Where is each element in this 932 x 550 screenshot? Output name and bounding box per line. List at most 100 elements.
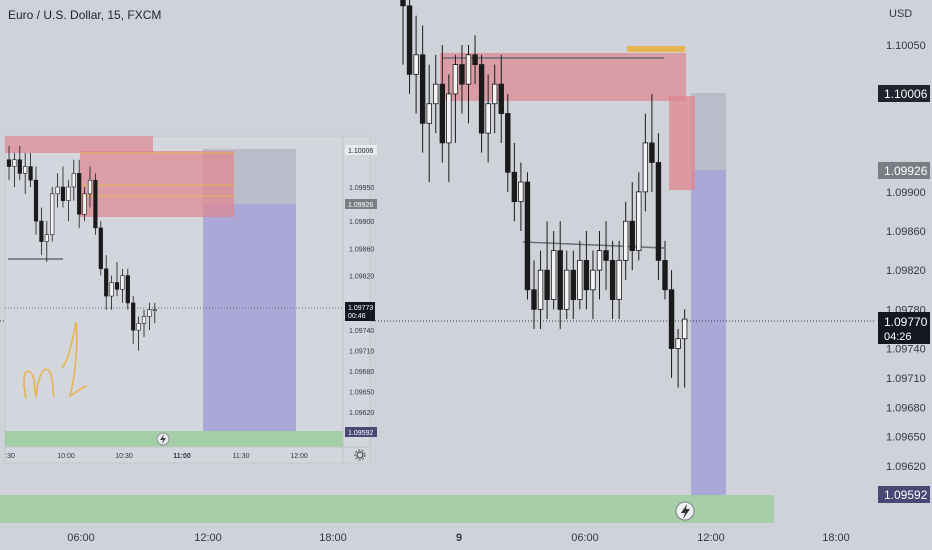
candle	[642, 113, 649, 212]
inset-entry-tag-label: 1.09926	[348, 202, 373, 209]
candle	[511, 142, 518, 222]
candle	[596, 231, 603, 300]
inset-candles	[6, 146, 157, 351]
inset-candle	[6, 146, 12, 181]
candle	[550, 231, 557, 310]
main-entry-tag-label: 1.09926	[884, 164, 928, 178]
inset-price-tick: 1.09740	[349, 328, 374, 335]
symbol-title[interactable]: Euro / U.S. Dollar, 15, FXCM	[8, 8, 161, 22]
inset-time-tick: 11:30	[233, 453, 250, 460]
inset-candle	[39, 207, 44, 256]
candle	[478, 54, 485, 153]
inset-candle	[23, 152, 28, 194]
candle	[681, 309, 688, 388]
main-time-scale[interactable]: 06:00 12:00 18:00 9 06:00 12:00 18:00	[67, 532, 850, 544]
inset-price-tick: 1.09860	[349, 246, 374, 253]
inset-last-price-tag: 1.09773 00:46	[345, 302, 375, 321]
inset-candle	[136, 316, 141, 351]
main-price-tick: 1.09650	[886, 432, 926, 444]
candle	[433, 54, 439, 134]
candle	[439, 45, 445, 163]
main-time-tick: 18:00	[822, 532, 850, 544]
inset-time-tick: 12:00	[290, 453, 308, 460]
candle	[675, 328, 681, 388]
inset-target-zone	[203, 204, 296, 431]
main-target-tag: 1.09592	[878, 486, 930, 503]
inset-candle	[120, 268, 125, 303]
candle	[491, 64, 498, 134]
candle	[603, 221, 609, 290]
candle	[537, 250, 544, 329]
main-top-tag: 1.10006	[878, 85, 930, 102]
inset-candle	[82, 187, 87, 222]
currency-label: USD	[889, 8, 912, 20]
candle	[524, 172, 531, 300]
inset-last-price-label: 1.09773	[348, 305, 373, 312]
candle	[623, 201, 629, 280]
candle	[662, 240, 668, 300]
candle	[544, 221, 550, 320]
candle	[498, 54, 504, 143]
candle	[577, 240, 583, 310]
main-countdown-label: 04:26	[884, 331, 912, 343]
main-price-tick: 1.09680	[886, 402, 926, 414]
inset-candle	[131, 296, 136, 344]
candle	[570, 250, 576, 320]
inset-time-tick: :30	[5, 453, 15, 460]
candle	[616, 240, 622, 320]
candle	[564, 250, 570, 320]
inset-time-tick: 10:00	[57, 453, 75, 460]
handwritten-m1-annotation	[23, 321, 87, 399]
inset-candle	[141, 309, 147, 337]
main-price-tick: 1.09820	[886, 265, 926, 277]
candle	[413, 15, 419, 114]
main-time-tick: 18:00	[319, 532, 347, 544]
main-entry-tag: 1.09926	[878, 162, 930, 179]
inset-candle	[77, 159, 82, 228]
main-target-tag-label: 1.09592	[884, 488, 928, 502]
inset-price-scale: 1.09950 1.09900 1.09860 1.09820 1.09740 1.097…	[349, 185, 374, 417]
main-price-tick: 1.09860	[886, 226, 926, 238]
candle	[655, 133, 662, 280]
candle	[485, 74, 491, 163]
inset-price-tick: 1.09950	[349, 185, 374, 192]
inset-candle	[98, 221, 103, 276]
main-time-tick: 06:00	[571, 532, 599, 544]
main-candles	[400, 0, 688, 388]
candle	[472, 35, 478, 85]
candle	[406, 0, 413, 94]
main-time-tick: 06:00	[67, 532, 95, 544]
inset-supply-zone-b	[80, 151, 234, 217]
candle	[446, 74, 452, 183]
inset-candle	[44, 221, 49, 262]
inset-candle	[50, 187, 55, 242]
main-price-tick: 1.09900	[886, 187, 926, 199]
candle	[590, 250, 596, 320]
candle	[609, 240, 616, 320]
inset-candle	[147, 302, 152, 331]
candle	[557, 221, 563, 329]
inset-candle	[93, 173, 98, 235]
main-top-tag-label: 1.10006	[884, 87, 928, 101]
inset-lightning-icon[interactable]	[156, 432, 170, 446]
candle	[465, 45, 472, 124]
main-time-tick: 9	[456, 532, 462, 544]
highlight-bar	[627, 46, 685, 52]
candle	[531, 260, 537, 329]
inset-stop-zone	[5, 431, 343, 447]
inset-entry-tag: 1.09926	[345, 199, 377, 209]
candle	[629, 182, 635, 271]
inset-price-tick: 1.09710	[349, 349, 374, 356]
main-lightning-icon[interactable]	[675, 501, 695, 521]
main-last-price-label: 1.09770	[884, 315, 928, 329]
inset-price-tick: 1.09820	[349, 274, 374, 281]
inset-time-scale: :30 10:00 10:30 11:00 11:30 12:00	[5, 453, 308, 460]
inset-settings-gear-icon[interactable]	[354, 449, 366, 461]
inset-candle	[87, 166, 93, 208]
inset-price-tick: 1.09680	[349, 369, 374, 376]
inset-target-tag-label: 1.09592	[348, 430, 373, 437]
candle	[400, 0, 406, 65]
inset-candle	[55, 173, 60, 208]
main-time-tick: 12:00	[194, 532, 222, 544]
